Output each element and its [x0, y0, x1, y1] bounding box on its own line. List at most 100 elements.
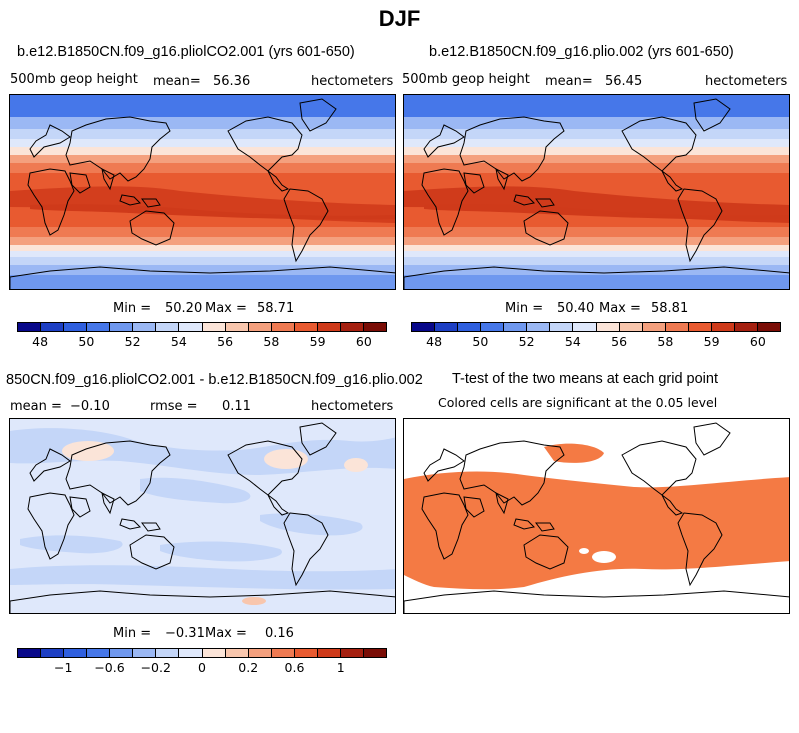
- panel2-min-value: 50.40: [557, 301, 595, 316]
- colorbar-swatch: [481, 323, 505, 331]
- panel1-min-label: Min =: [113, 301, 152, 316]
- panel4-subtitle: Colored cells are significant at the 0.0…: [438, 395, 718, 410]
- colorbar-tick-label: 0.6: [284, 660, 305, 675]
- colorbar-tick-label: 56: [611, 334, 628, 349]
- colorbar-swatch: [41, 649, 65, 657]
- colorbar-swatch: [156, 323, 180, 331]
- panel1-max-value: 58.71: [257, 301, 295, 316]
- colorbar-swatch: [18, 323, 42, 331]
- panel3-rmse-label: rmse =: [150, 399, 198, 414]
- colorbar-tick-label: 58: [263, 334, 280, 349]
- colorbar-swatch: [294, 323, 318, 331]
- panel4-map: [403, 418, 790, 614]
- colorbar-swatch: [596, 323, 620, 331]
- colorbar-swatch: [619, 323, 643, 331]
- panel1-variable-label: 500mb geop height: [10, 72, 138, 87]
- panel1-units: hectometers: [311, 74, 394, 89]
- colorbar-swatch: [110, 649, 134, 657]
- colorbar-tick-label: 1: [336, 660, 345, 675]
- colorbar-swatch: [504, 323, 528, 331]
- colorbar-swatch: [87, 323, 111, 331]
- panel3-mean-label: mean =: [10, 399, 62, 414]
- colorbar-swatch: [64, 323, 88, 331]
- colorbar-swatch: [225, 323, 249, 331]
- colorbar-swatch: [550, 323, 574, 331]
- panel2-max-label: Max =: [599, 301, 641, 316]
- colorbar-swatch: [317, 323, 341, 331]
- panel1-max-label: Max =: [205, 301, 247, 316]
- panel2-map: [403, 94, 790, 290]
- panel2-units: hectometers: [705, 74, 788, 89]
- colorbar-swatch: [156, 649, 180, 657]
- panel1-min-value: 50.20: [165, 301, 203, 316]
- panel4-title: T-test of the two means at each grid poi…: [452, 371, 718, 387]
- panel2-colorbar: [411, 322, 781, 332]
- colorbar-tick-label: 59: [703, 334, 720, 349]
- colorbar-tick-label: −0.6: [94, 660, 125, 675]
- colorbar-tick-label: 52: [518, 334, 535, 349]
- colorbar-tick-label: −1: [54, 660, 73, 675]
- colorbar-tick-label: 54: [564, 334, 581, 349]
- colorbar-swatch: [435, 323, 459, 331]
- panel3-units: hectometers: [311, 399, 394, 414]
- colorbar-tick-label: 54: [170, 334, 187, 349]
- panel1-mean-value: 56.36: [213, 74, 251, 89]
- colorbar-tick-label: 60: [749, 334, 766, 349]
- colorbar-swatch: [179, 323, 203, 331]
- colorbar-tick-label: 52: [124, 334, 141, 349]
- colorbar-swatch: [340, 323, 364, 331]
- panel2-title: b.e12.B1850CN.f09_g16.plio.002 (yrs 601-…: [429, 44, 734, 60]
- colorbar-tick-label: −0.2: [140, 660, 171, 675]
- colorbar-tick-label: 60: [355, 334, 372, 349]
- panel1-mean-label: mean=: [153, 74, 201, 89]
- colorbar-swatch: [412, 323, 436, 331]
- panel3-max-label: Max =: [205, 626, 247, 641]
- panel3-mean-value: −0.10: [70, 399, 110, 414]
- colorbar-swatch: [317, 649, 341, 657]
- colorbar-swatch: [688, 323, 712, 331]
- colorbar-swatch: [757, 323, 780, 331]
- panel3-max-value: 0.16: [265, 626, 294, 641]
- colorbar-swatch: [294, 649, 318, 657]
- colorbar-swatch: [458, 323, 482, 331]
- colorbar-swatch: [133, 649, 157, 657]
- colorbar-swatch: [271, 649, 295, 657]
- colorbar-swatch: [87, 649, 111, 657]
- colorbar-swatch: [64, 649, 88, 657]
- panel2-mean-label: mean=: [545, 74, 593, 89]
- colorbar-swatch: [363, 323, 386, 331]
- panel3-map: [9, 418, 396, 614]
- colorbar-tick-label: 58: [657, 334, 674, 349]
- panel2-variable-label: 500mb geop height: [402, 72, 530, 87]
- panel1-map: [9, 94, 396, 290]
- colorbar-swatch: [202, 649, 226, 657]
- colorbar-swatch: [642, 323, 666, 331]
- colorbar-tick-label: 48: [426, 334, 443, 349]
- panel2-mean-value: 56.45: [605, 74, 643, 89]
- colorbar-swatch: [41, 323, 65, 331]
- colorbar-swatch: [179, 649, 203, 657]
- colorbar-swatch: [711, 323, 735, 331]
- colorbar-swatch: [363, 649, 386, 657]
- panel1-colorbar: [17, 322, 387, 332]
- colorbar-tick-label: 50: [472, 334, 489, 349]
- colorbar-tick-label: 56: [217, 334, 234, 349]
- colorbar-tick-label: 0: [198, 660, 206, 675]
- panel3-title: 850CN.f09_g16.pliolCO2.001 - b.e12.B1850…: [6, 372, 423, 388]
- panel3-rmse-value: 0.11: [222, 399, 251, 414]
- colorbar-swatch: [340, 649, 364, 657]
- colorbar-tick-label: 59: [309, 334, 326, 349]
- colorbar-swatch: [133, 323, 157, 331]
- colorbar-swatch: [734, 323, 758, 331]
- panel3-colorbar: [17, 648, 387, 658]
- colorbar-swatch: [248, 649, 272, 657]
- colorbar-tick-label: 0.2: [238, 660, 259, 675]
- colorbar-swatch: [271, 323, 295, 331]
- colorbar-swatch: [665, 323, 689, 331]
- colorbar-swatch: [18, 649, 42, 657]
- colorbar-swatch: [110, 323, 134, 331]
- colorbar-tick-label: 50: [78, 334, 95, 349]
- panel2-min-label: Min =: [505, 301, 544, 316]
- figure-title: DJF: [378, 6, 421, 31]
- colorbar-swatch: [527, 323, 551, 331]
